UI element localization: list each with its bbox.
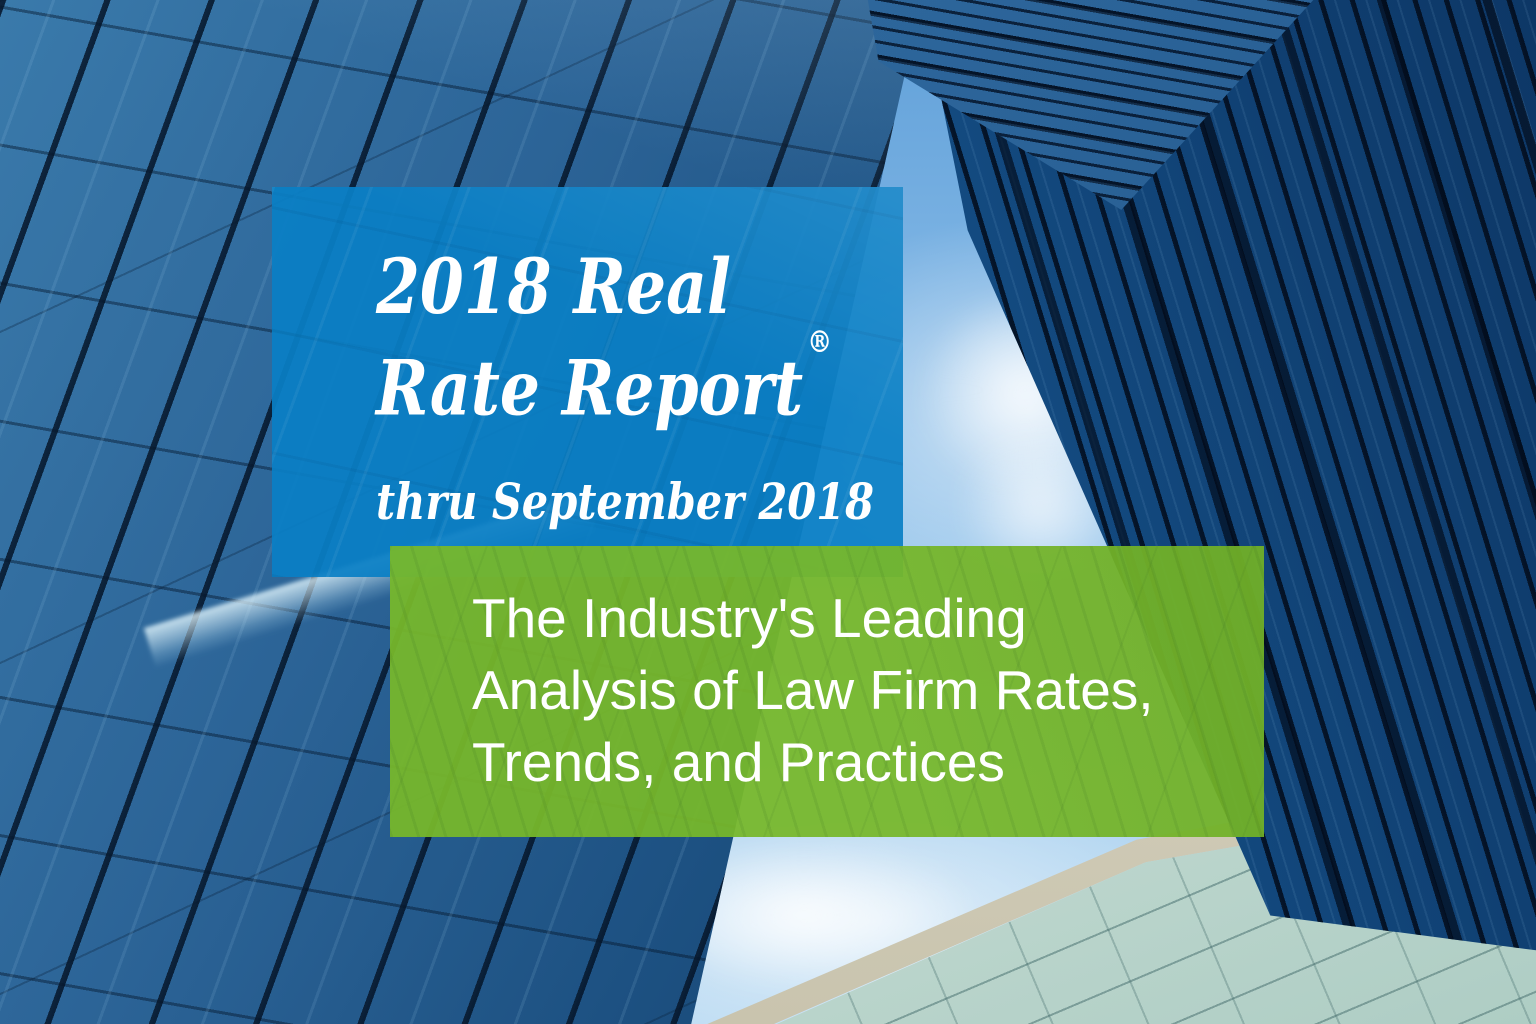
tagline-line1: The Industry's Leading: [472, 587, 1027, 649]
registered-trademark-symbol: ®: [807, 325, 833, 360]
report-title-line1: 2018 Real: [376, 242, 731, 331]
tagline-line2: Analysis of Law Firm Rates,: [472, 659, 1154, 721]
title-card-text: 2018 Real Rate Report® thru September 201…: [376, 241, 874, 534]
tagline-card: The Industry's Leading Analysis of Law F…: [390, 546, 1264, 837]
title-card: 2018 Real Rate Report® thru September 201…: [272, 187, 903, 577]
report-subtitle: thru September 2018: [376, 472, 874, 532]
report-title-line2: Rate Report: [376, 343, 804, 433]
tagline-line3: Trends, and Practices: [472, 731, 1005, 793]
report-title: 2018 Real Rate Report®: [376, 241, 832, 434]
